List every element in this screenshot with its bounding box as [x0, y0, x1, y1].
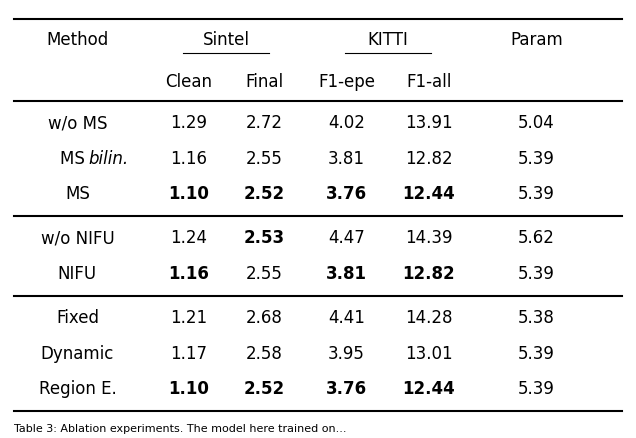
Text: 1.24: 1.24: [170, 230, 207, 247]
Text: 14.28: 14.28: [405, 309, 453, 327]
Text: Fixed: Fixed: [56, 309, 99, 327]
Text: 3.81: 3.81: [328, 150, 365, 168]
Text: w/o MS: w/o MS: [48, 114, 107, 132]
Text: 13.91: 13.91: [405, 114, 453, 132]
Text: 5.39: 5.39: [518, 150, 555, 168]
Text: 12.82: 12.82: [403, 265, 455, 283]
Text: Final: Final: [245, 73, 283, 91]
Text: 5.39: 5.39: [518, 380, 555, 398]
Text: 12.44: 12.44: [403, 185, 455, 203]
Text: 1.10: 1.10: [168, 185, 209, 203]
Text: Table 3: Ablation experiments. The model here trained on...: Table 3: Ablation experiments. The model…: [14, 424, 347, 434]
Text: 5.38: 5.38: [518, 309, 555, 327]
Text: 3.81: 3.81: [326, 265, 367, 283]
Text: 2.52: 2.52: [244, 185, 285, 203]
Text: 2.55: 2.55: [245, 150, 282, 168]
Text: 5.39: 5.39: [518, 345, 555, 363]
Text: 2.58: 2.58: [245, 345, 282, 363]
Text: 5.62: 5.62: [518, 230, 555, 247]
Text: 1.16: 1.16: [168, 265, 209, 283]
Text: 3.76: 3.76: [326, 380, 367, 398]
Text: 2.55: 2.55: [245, 265, 282, 283]
Text: 1.10: 1.10: [168, 380, 209, 398]
Text: 2.68: 2.68: [245, 309, 282, 327]
Text: 12.82: 12.82: [405, 150, 453, 168]
Text: MS: MS: [65, 185, 90, 203]
Text: F1-epe: F1-epe: [318, 73, 375, 91]
Text: Region E.: Region E.: [39, 380, 116, 398]
Text: Method: Method: [46, 32, 109, 49]
Text: Sintel: Sintel: [203, 32, 250, 49]
Text: bilin.: bilin.: [89, 150, 129, 168]
Text: 3.76: 3.76: [326, 185, 367, 203]
Text: 1.16: 1.16: [170, 150, 207, 168]
Text: 13.01: 13.01: [405, 345, 453, 363]
Text: 1.29: 1.29: [170, 114, 207, 132]
Text: Clean: Clean: [165, 73, 212, 91]
Text: F1-all: F1-all: [406, 73, 452, 91]
Text: 12.44: 12.44: [403, 380, 455, 398]
Text: 1.21: 1.21: [170, 309, 207, 327]
Text: MS: MS: [60, 150, 90, 168]
Text: 4.41: 4.41: [328, 309, 365, 327]
Text: 1.17: 1.17: [170, 345, 207, 363]
Text: 2.52: 2.52: [244, 380, 285, 398]
Text: w/o NIFU: w/o NIFU: [41, 230, 114, 247]
Text: 14.39: 14.39: [405, 230, 453, 247]
Text: KITTI: KITTI: [367, 32, 408, 49]
Text: Param: Param: [510, 32, 563, 49]
Text: 5.39: 5.39: [518, 185, 555, 203]
Text: 2.72: 2.72: [245, 114, 282, 132]
Text: 4.47: 4.47: [328, 230, 365, 247]
Text: 5.04: 5.04: [518, 114, 555, 132]
Text: Dynamic: Dynamic: [41, 345, 114, 363]
Text: 5.39: 5.39: [518, 265, 555, 283]
Text: 3.95: 3.95: [328, 345, 365, 363]
Text: 4.02: 4.02: [328, 114, 365, 132]
Text: NIFU: NIFU: [58, 265, 97, 283]
Text: 2.53: 2.53: [244, 230, 285, 247]
